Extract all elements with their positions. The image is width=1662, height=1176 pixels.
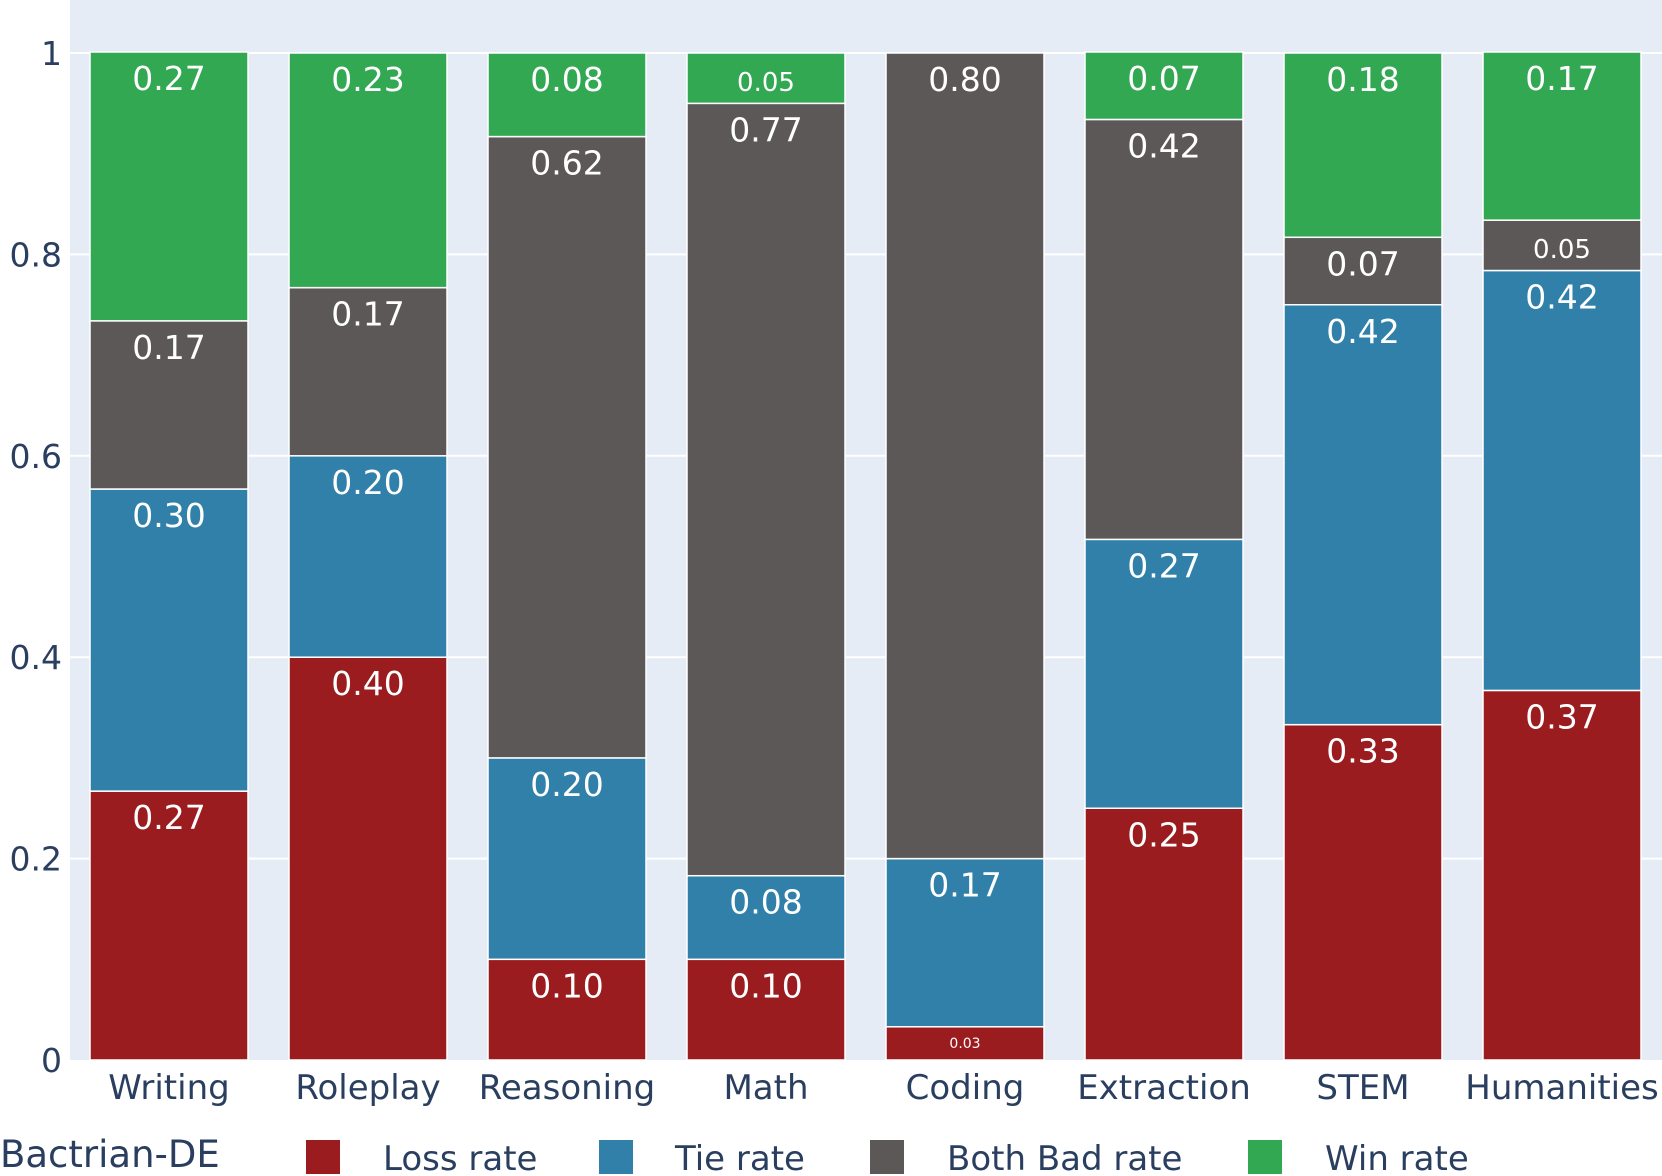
data-label: 0.10 [530,966,603,1005]
bar-segment [89,320,249,490]
x-category-label: Extraction [1077,1068,1251,1108]
bar-segment [885,1026,1045,1061]
legend-swatch [870,1140,904,1174]
bar-segment [885,857,1045,1028]
data-label: 0.27 [1127,546,1200,585]
legend-label: Win rate [1325,1139,1469,1176]
data-label: 0.77 [729,110,802,149]
bar-segment [288,455,448,658]
y-tick-label: 0.6 [10,437,62,476]
bar-segment [686,102,846,877]
data-label: 0.23 [331,60,404,99]
y-tick-label: 0.8 [10,235,62,274]
x-axis-categories: Writing Roleplay Reasoning Math Coding Extrac… [108,1068,1658,1108]
data-label: 0.27 [132,59,205,98]
y-axis-ticks: 0 0.2 0.4 0.6 0.8 1 [10,34,62,1080]
y-tick-label: 0.4 [10,638,62,677]
bar-segment [1084,538,1244,809]
data-label: 0.08 [530,60,603,99]
x-category-label: Math [723,1068,808,1108]
legend-swatch [599,1140,633,1174]
data-label: 0.08 [729,883,802,922]
y-tick-label: 0 [41,1041,62,1080]
bar-segment [487,52,647,138]
data-label: 0.37 [1525,697,1598,736]
bar-segment [1482,269,1642,692]
bar-segment [1283,304,1443,726]
bar-segment [288,52,448,289]
x-category-label: STEM [1316,1068,1409,1108]
legend-title: Bactrian-DE [0,1133,220,1176]
bar-segment [1283,236,1443,306]
data-label: 0.20 [530,765,603,804]
x-category-label: Writing [108,1068,229,1108]
bar-segment [1482,689,1642,1061]
y-tick-label: 0.2 [10,840,62,879]
bar-segment [1084,51,1244,121]
legend: Bactrian-DE Loss rate Tie rate Both Bad ra… [0,1133,1469,1176]
data-label: 0.20 [331,463,404,502]
data-label: 0.10 [729,966,802,1005]
bar-segment [288,656,448,1061]
legend-label: Both Bad rate [947,1139,1182,1176]
bar-segment [686,52,846,105]
data-label: 0.80 [928,60,1001,99]
data-label: 0.33 [1326,732,1399,771]
bar-segment [89,51,249,322]
data-label: 0.05 [1533,235,1591,265]
legend-swatch [1248,1140,1282,1174]
bar-segment [1283,723,1443,1061]
data-label: 0.17 [331,295,404,334]
bar-segment [1283,52,1443,239]
data-label: 0.05 [737,68,795,98]
bar-segment [885,52,1045,860]
bar-segment [1482,51,1642,221]
bar-segment [1482,219,1642,272]
data-label: 0.42 [1127,126,1200,165]
bar-segment [1084,118,1244,541]
y-tick-label: 1 [41,34,62,73]
data-label: 0.62 [530,144,603,183]
data-label: 0.18 [1326,60,1399,99]
data-label: 0.27 [132,798,205,837]
data-label: 0.07 [1127,59,1200,98]
bar-segment [686,958,846,1061]
bar-segment [1084,807,1244,1061]
bar-segment [89,488,249,792]
legend-label: Loss rate [383,1139,537,1176]
data-label: 0.42 [1525,278,1598,317]
data-label: 0.30 [132,496,205,535]
data-label: 0.17 [132,328,205,367]
bar-segment [89,790,249,1061]
data-label: 0.17 [928,866,1001,905]
data-label: 0.07 [1326,244,1399,283]
x-category-label: Reasoning [479,1068,656,1108]
data-label: 0.03 [949,1036,980,1052]
data-label: 0.40 [331,664,404,703]
data-label: 0.25 [1127,815,1200,854]
bars [89,51,1642,1061]
bar-segment [487,135,647,759]
x-category-label: Humanities [1465,1068,1658,1108]
legend-label: Tie rate [674,1139,805,1176]
x-category-label: Coding [906,1068,1025,1108]
x-category-label: Roleplay [295,1068,440,1108]
data-label: 0.17 [1525,59,1598,98]
bar-segment [487,757,647,961]
bar-data-labels: 0.27 0.30 0.17 0.27 0.40 0.20 0.17 0.23 0.10 0.20… [132,59,1598,1052]
legend-swatch [306,1140,340,1174]
data-label: 0.42 [1326,312,1399,351]
bar-segment [487,958,647,1061]
